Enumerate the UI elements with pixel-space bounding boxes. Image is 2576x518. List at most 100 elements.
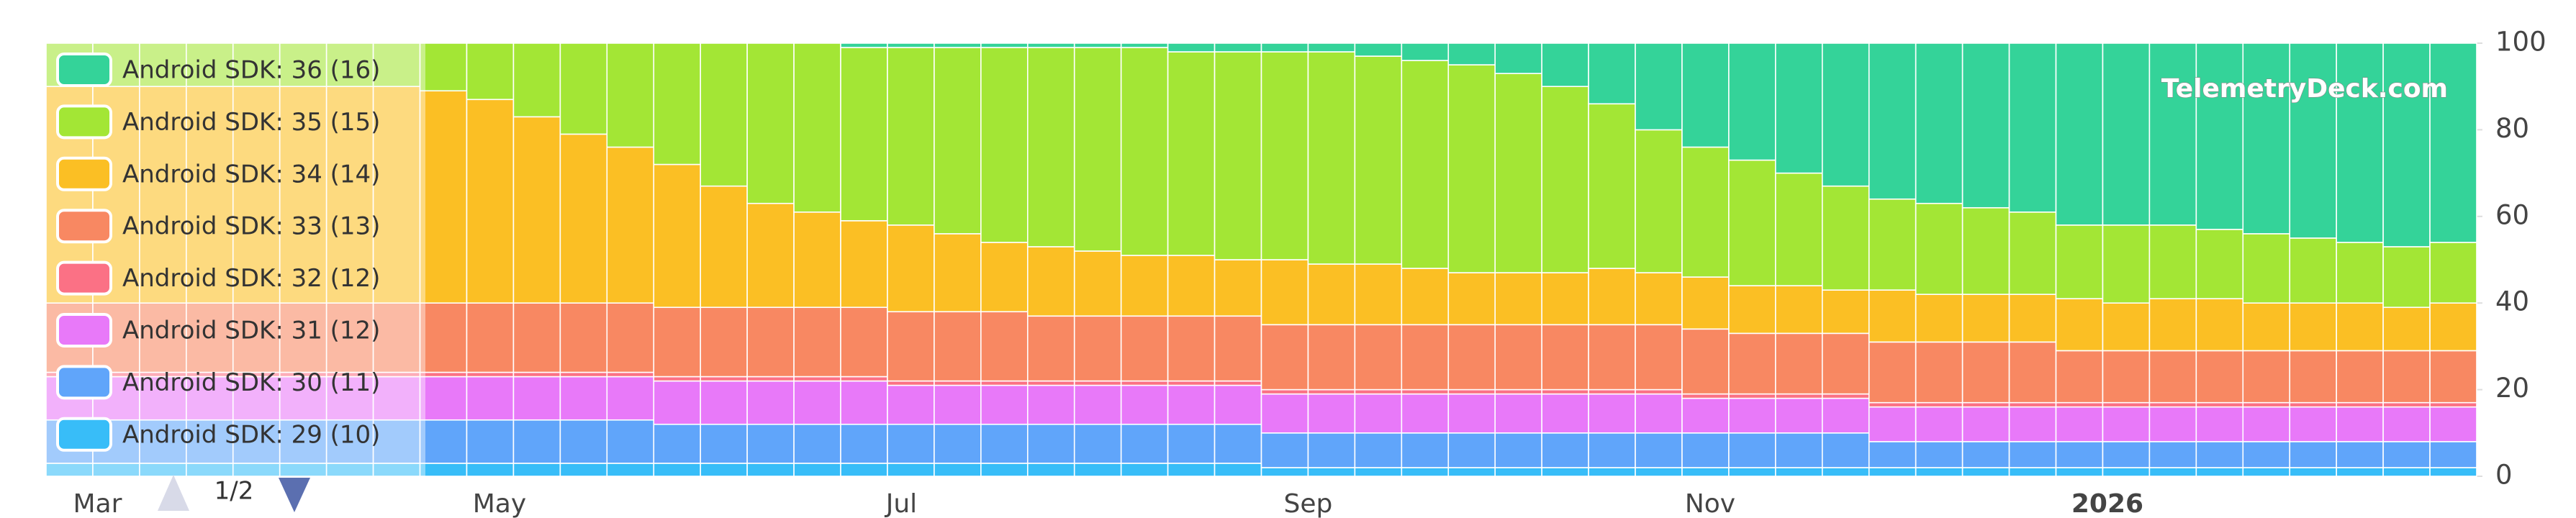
bar-segment (1541, 432, 1589, 468)
bar-segment (2195, 350, 2244, 404)
bar-segment (1307, 42, 1356, 53)
bar-segment (793, 306, 841, 378)
bar-segment (1307, 51, 1356, 265)
bar-segment (1447, 42, 1496, 65)
bar-segment (2429, 401, 2477, 408)
bar-segment (1681, 432, 1730, 468)
bar-segment (934, 423, 982, 464)
bar-segment (372, 376, 421, 421)
bar-segment (2336, 441, 2384, 468)
bar-segment (559, 376, 608, 421)
legend-item[interactable]: Android SDK: 36 (16) (56, 53, 380, 87)
bar-segment (1447, 393, 1496, 434)
bar-segment (466, 419, 515, 464)
bar-segment (1214, 463, 1262, 477)
bar-segment (2195, 229, 2244, 299)
bar-segment (466, 99, 515, 304)
bar-segment (279, 86, 327, 304)
x-tick-label: Jul (885, 489, 917, 518)
bar-segment (1214, 315, 1262, 382)
bar-segment (1915, 401, 1963, 408)
bar-segment (793, 376, 841, 382)
bar-segment (2289, 441, 2337, 468)
legend-item[interactable]: Android SDK: 29 (10) (56, 417, 380, 452)
bar-segment (512, 302, 561, 373)
bar-segment (2055, 42, 2104, 226)
bar-segment (512, 463, 561, 477)
bar-segment (1541, 272, 1589, 326)
bar-segment (2429, 350, 2477, 404)
bar-segment (512, 419, 561, 464)
bar-segment (1447, 432, 1496, 468)
bar-segment (2289, 401, 2337, 408)
legend-item[interactable]: Android SDK: 32 (12) (56, 260, 380, 296)
bar-segment (700, 376, 748, 382)
bar-segment (1260, 42, 1309, 53)
bar-segment (1354, 324, 1403, 391)
bar-segment (1681, 393, 1730, 399)
bar-segment (1822, 289, 1870, 335)
bar-segment (887, 311, 935, 382)
bar-segment (2382, 406, 2431, 442)
y-tick-label: 100 (2495, 27, 2546, 58)
bar-segment (1775, 285, 1823, 335)
bar-segment (2102, 441, 2151, 468)
bar-segment (2055, 441, 2104, 468)
bar-segment (1354, 432, 1403, 468)
bar-segment (1354, 55, 1403, 265)
bar-segment (372, 42, 421, 88)
bar-segment (1073, 315, 1122, 382)
bar-segment (1961, 42, 2010, 209)
bar-segment (2289, 467, 2337, 477)
bar-segment (2242, 350, 2291, 404)
bar-segment (1120, 255, 1169, 317)
bar-segment (1073, 380, 1122, 386)
bar-segment (512, 371, 561, 378)
bar-segment (1167, 315, 1216, 382)
bar-segment (980, 242, 1029, 313)
bar-segment (700, 423, 748, 464)
bar-segment (1775, 432, 1823, 468)
bar-segment (887, 463, 935, 477)
bar-segment (1822, 332, 1870, 395)
bar-segment (1073, 250, 1122, 317)
bar-segment (700, 306, 748, 378)
bar-segment (1728, 397, 1776, 434)
legend-page: 1/2 (214, 477, 254, 506)
bar-segment (2148, 441, 2197, 468)
legend-swatch (56, 260, 112, 296)
bar-segment (1775, 332, 1823, 395)
legend-item[interactable]: Android SDK: 34 (14) (56, 156, 380, 191)
legend-swatch (56, 209, 112, 244)
bar-segment (1260, 467, 1309, 477)
legend-prev[interactable] (158, 475, 189, 511)
legend-item[interactable]: Android SDK: 30 (11) (56, 365, 380, 400)
bar-segment (1541, 42, 1589, 88)
bar-segment (232, 42, 281, 88)
bar-segment (2336, 350, 2384, 404)
legend-item[interactable]: Android SDK: 31 (12) (56, 313, 380, 347)
bar-segment (1401, 268, 1450, 326)
bar-segment (1541, 388, 1589, 395)
bar-segment (653, 376, 701, 382)
bar-segment (2148, 298, 2197, 352)
bar-segment (2382, 246, 2431, 309)
bar-segment (232, 302, 281, 373)
legend-item[interactable]: Android SDK: 33 (13) (56, 209, 380, 244)
bar-segment (746, 306, 795, 378)
bar-segment (559, 463, 608, 477)
legend-item[interactable]: Android SDK: 35 (15) (56, 104, 380, 140)
bar-segment (2008, 401, 2057, 408)
bar-segment (1167, 463, 1216, 477)
bar-segment (2148, 406, 2197, 442)
bar-segment (1588, 42, 1636, 105)
bar-segment (1728, 285, 1776, 335)
legend-next[interactable] (279, 478, 310, 512)
bar-segment (1541, 393, 1589, 434)
bar-segment (1868, 289, 1917, 343)
bar-segment (1447, 467, 1496, 477)
bar-segment (1401, 393, 1450, 434)
bar-segment (2429, 242, 2477, 304)
bar-segment (1120, 384, 1169, 425)
